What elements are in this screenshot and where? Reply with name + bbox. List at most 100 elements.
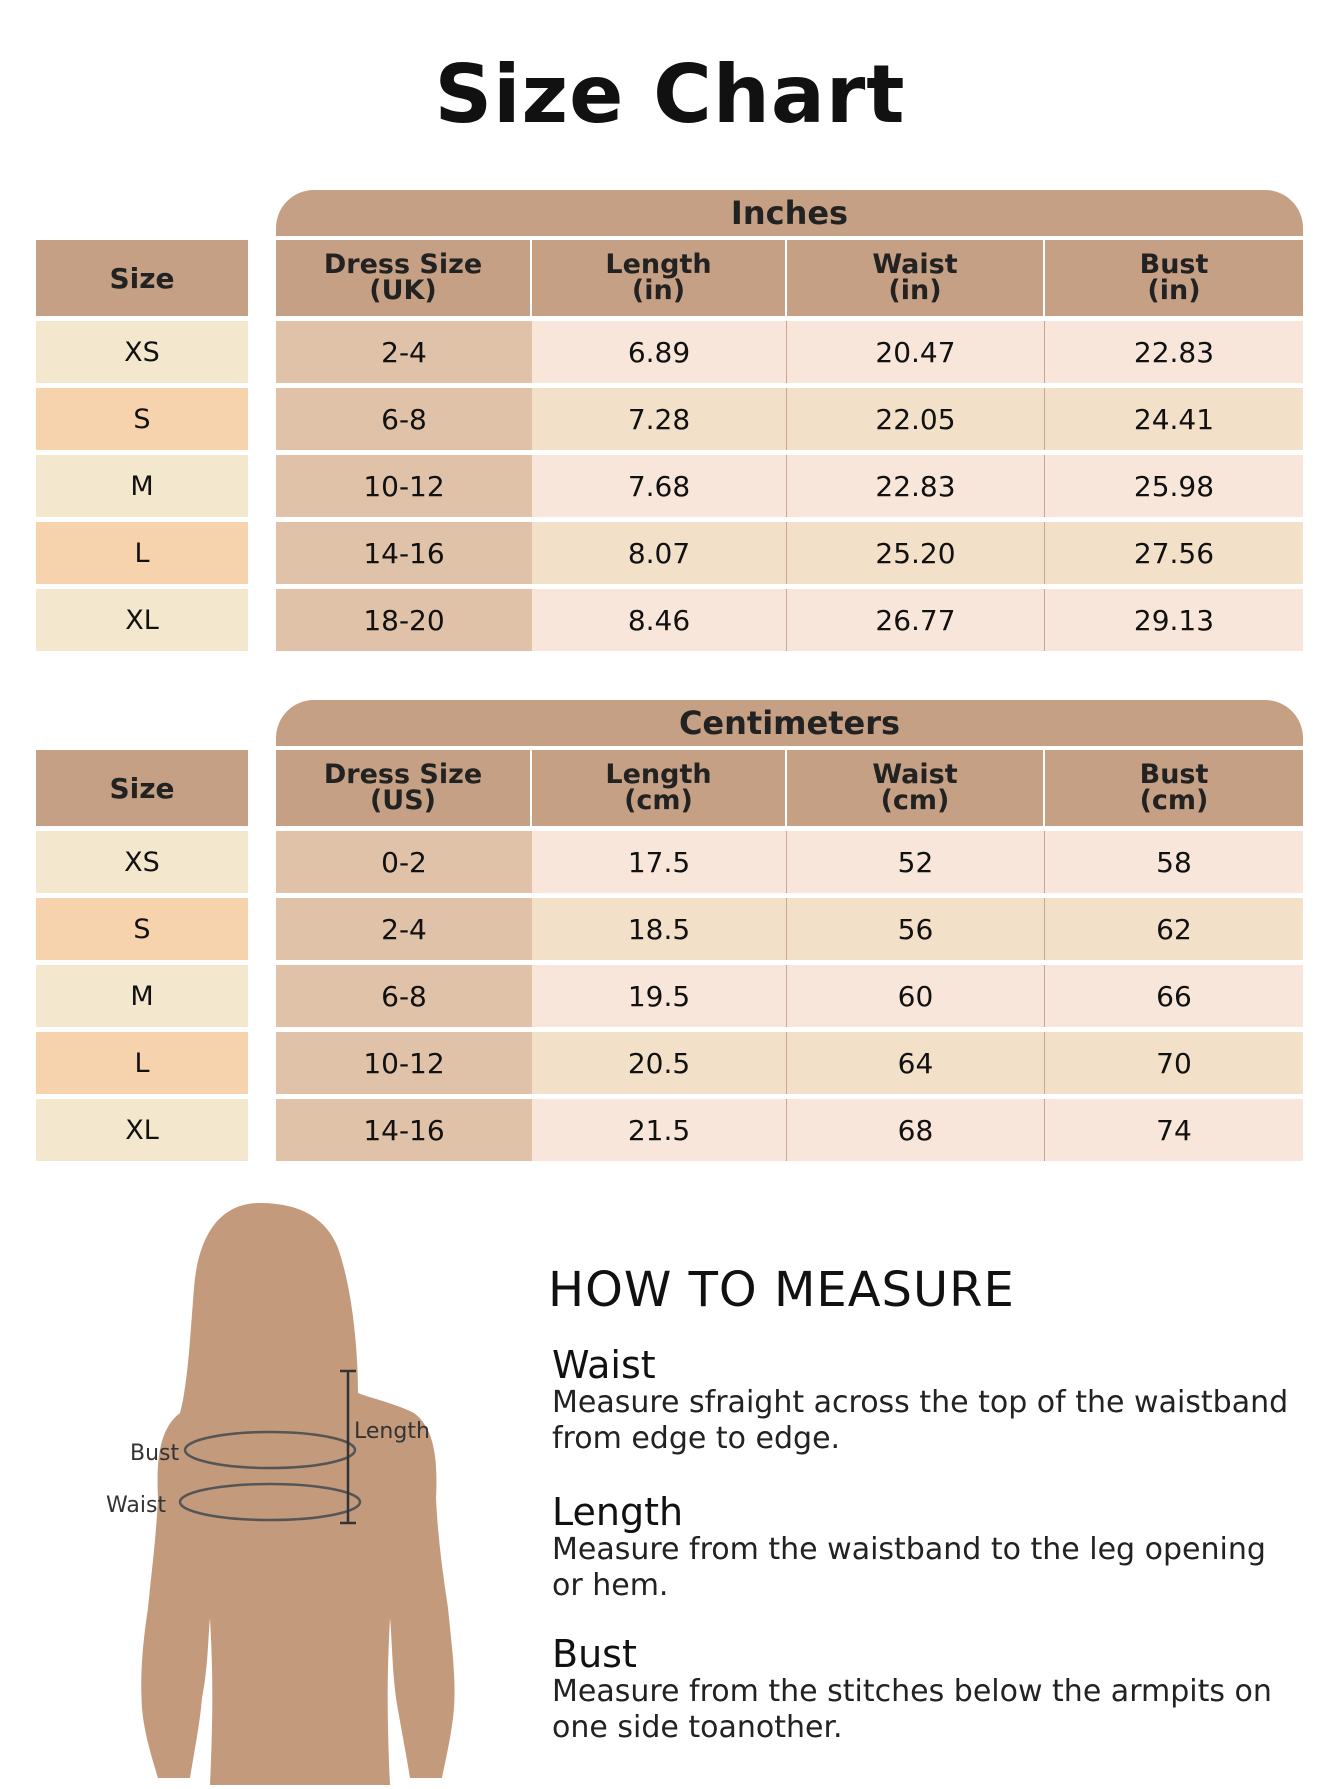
size-header: Size — [36, 750, 248, 826]
table-row: 6-8 7.28 22.05 24.41 — [276, 388, 1303, 450]
body-figure: Bust Waist Length — [90, 1198, 470, 1789]
table-cell: 22.83 — [1045, 321, 1303, 383]
table-cell: 29.13 — [1045, 589, 1303, 651]
table-cell: 20.5 — [532, 1032, 787, 1094]
table-cell: 6.89 — [532, 321, 787, 383]
size-cell: XL — [36, 1099, 248, 1161]
table-row: 0-2 17.5 52 58 — [276, 831, 1303, 893]
size-cell: XL — [36, 589, 248, 651]
waist-ring — [178, 1482, 362, 1522]
column-header: Length (in) — [532, 240, 787, 316]
size-cell: M — [36, 965, 248, 1027]
table-row: 2-4 18.5 56 62 — [276, 898, 1303, 960]
table-cell: 22.05 — [787, 388, 1045, 450]
table-cell: 26.77 — [787, 589, 1045, 651]
size-cell: L — [36, 522, 248, 584]
table-cell: 70 — [1045, 1032, 1303, 1094]
length-label: Length — [354, 1419, 430, 1444]
table-cell: 58 — [1045, 831, 1303, 893]
size-cell: M — [36, 455, 248, 517]
size-cell: S — [36, 898, 248, 960]
measure-heading: Bust — [552, 1632, 637, 1676]
table-cell: 18.5 — [532, 898, 787, 960]
table-cell: 8.46 — [532, 589, 787, 651]
size-cell: XS — [36, 321, 248, 383]
table-cell: 6-8 — [276, 965, 532, 1027]
table-cell: 60 — [787, 965, 1045, 1027]
table-cell: 6-8 — [276, 388, 532, 450]
measure-item-length: Length Measure from the waistband to the… — [552, 1492, 1292, 1604]
measure-text: Measure sfraight across the top of the w… — [552, 1385, 1289, 1420]
column-header: Waist (cm) — [787, 750, 1045, 826]
unit-tab-inches: Inches — [276, 190, 1303, 236]
size-cell: XS — [36, 831, 248, 893]
header-row: Dress Size (US) Length (cm) Waist (cm) Bust… — [276, 750, 1303, 826]
table-row: 2-4 6.89 20.47 22.83 — [276, 321, 1303, 383]
table-cell: 2-4 — [276, 321, 532, 383]
table-row: 10-12 20.5 64 70 — [276, 1032, 1303, 1094]
measure-text: Measure from the waistband to the leg op… — [552, 1532, 1266, 1567]
table-cell: 25.98 — [1045, 455, 1303, 517]
table-cell: 17.5 — [532, 831, 787, 893]
table-cell: 8.07 — [532, 522, 787, 584]
measure-text: from edge to edge. — [552, 1421, 841, 1456]
measure-text: or hem. — [552, 1568, 669, 1603]
measure-item-bust: Bust Measure from the stitches below the… — [552, 1634, 1292, 1746]
table-row: 14-16 8.07 25.20 27.56 — [276, 522, 1303, 584]
page-title: Size Chart — [434, 48, 906, 141]
size-cell: S — [36, 388, 248, 450]
size-header: Size — [36, 240, 248, 316]
column-header: Dress Size (US) — [276, 750, 532, 826]
table-cell: 14-16 — [276, 522, 532, 584]
header-row: Dress Size (UK) Length (in) Waist (in) Bust… — [276, 240, 1303, 316]
measure-heading: Waist — [552, 1343, 656, 1387]
measure-heading: Length — [552, 1490, 684, 1534]
bust-ring — [183, 1430, 357, 1470]
column-header: Length (cm) — [532, 750, 787, 826]
table-cell: 24.41 — [1045, 388, 1303, 450]
table-cell: 25.20 — [787, 522, 1045, 584]
table-cell: 66 — [1045, 965, 1303, 1027]
size-cell: L — [36, 1032, 248, 1094]
table-cell: 74 — [1045, 1099, 1303, 1161]
table-row: 18-20 8.46 26.77 29.13 — [276, 589, 1303, 651]
size-column: Size XS S M L XL — [36, 750, 248, 1161]
column-header: Dress Size (UK) — [276, 240, 532, 316]
silhouette-shape — [141, 1203, 455, 1785]
bust-label: Bust — [130, 1441, 179, 1466]
table-cell: 18-20 — [276, 589, 532, 651]
inches-grid: Inches Dress Size (UK) Length (in) Waist (i… — [276, 190, 1303, 651]
column-header: Bust (in) — [1045, 240, 1303, 316]
table-cell: 62 — [1045, 898, 1303, 960]
table-cell: 19.5 — [532, 965, 787, 1027]
table-cell: 14-16 — [276, 1099, 532, 1161]
table-cell: 0-2 — [276, 831, 532, 893]
table-cell: 2-4 — [276, 898, 532, 960]
measure-text: one side toanother. — [552, 1710, 843, 1745]
table-cell: 7.68 — [532, 455, 787, 517]
column-header: Bust (cm) — [1045, 750, 1303, 826]
table-cell: 21.5 — [532, 1099, 787, 1161]
table-cell: 56 — [787, 898, 1045, 960]
size-column: Size XS S M L XL — [36, 240, 248, 651]
table-row: 6-8 19.5 60 66 — [276, 965, 1303, 1027]
length-line — [340, 1369, 356, 1525]
measure-text: Measure from the stitches below the armp… — [552, 1674, 1272, 1709]
table-cell: 27.56 — [1045, 522, 1303, 584]
unit-tab-centimeters: Centimeters — [276, 700, 1303, 746]
table-cell: 10-12 — [276, 455, 532, 517]
table-cell: 20.47 — [787, 321, 1045, 383]
measure-item-waist: Waist Measure sfraight across the top of… — [552, 1345, 1292, 1457]
table-row: 14-16 21.5 68 74 — [276, 1099, 1303, 1161]
table-cell: 7.28 — [532, 388, 787, 450]
body-silhouette: Bust Waist Length — [106, 1203, 455, 1785]
waist-label: Waist — [106, 1493, 166, 1518]
table-cell: 10-12 — [276, 1032, 532, 1094]
table-cell: 22.83 — [787, 455, 1045, 517]
table-cell: 64 — [787, 1032, 1045, 1094]
table-cell: 68 — [787, 1099, 1045, 1161]
table-row: 10-12 7.68 22.83 25.98 — [276, 455, 1303, 517]
centimeters-grid: Centimeters Dress Size (US) Length (cm) Wa… — [276, 700, 1303, 1161]
how-to-measure-title: HOW TO MEASURE — [548, 1262, 1015, 1318]
column-header: Waist (in) — [787, 240, 1045, 316]
